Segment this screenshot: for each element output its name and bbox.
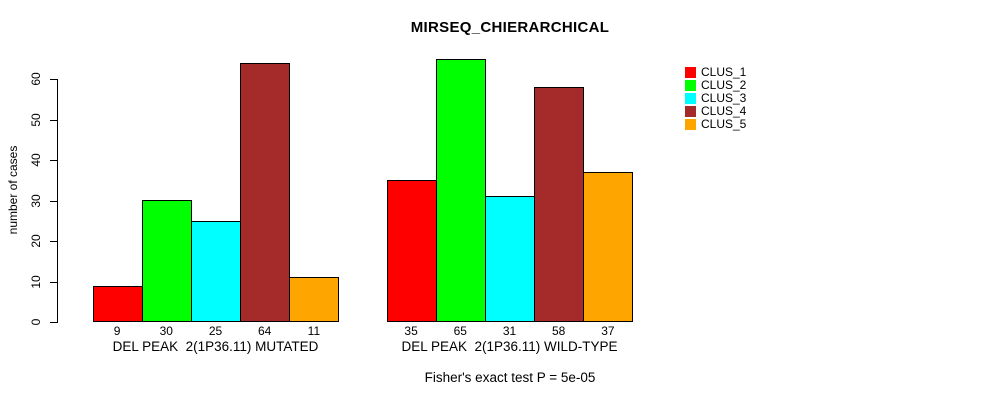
bar-value-label: 9 xyxy=(113,324,121,338)
legend-label: CLUS_5 xyxy=(701,117,747,131)
bar-clus_4-group2 xyxy=(534,87,585,322)
y-axis-label: number of cases xyxy=(6,145,20,235)
y-axis-tick xyxy=(50,79,57,80)
legend-label: CLUS_3 xyxy=(701,91,747,105)
y-axis-tick xyxy=(50,200,57,202)
bar-clus_5-group1 xyxy=(289,277,340,322)
y-axis-tick-label: 50 xyxy=(29,112,43,127)
y-axis-tick xyxy=(50,241,57,242)
y-axis-tick xyxy=(50,160,57,161)
bar-clus_3-group2 xyxy=(484,196,536,322)
bar-clus_5-group2 xyxy=(583,172,634,322)
bar-value-label: 30 xyxy=(159,324,173,338)
legend-item-clus_5: CLUS_5 xyxy=(685,118,746,131)
bar-value-label: 64 xyxy=(258,324,272,338)
bar-clus_1-group2 xyxy=(386,180,437,322)
legend-swatch-icon xyxy=(685,119,696,130)
y-axis-tick xyxy=(50,119,57,121)
bar-value-label: 35 xyxy=(404,324,418,338)
bar-clus_2-group1 xyxy=(141,200,192,322)
legend-item-clus_4: CLUS_4 xyxy=(685,105,746,118)
bar-value-label: 25 xyxy=(208,324,223,338)
y-axis-tick-label: 60 xyxy=(29,72,43,86)
chart-title: MIRSEQ_CHIERARCHICAL xyxy=(410,19,610,36)
bar-clus_2-group2 xyxy=(435,59,486,322)
y-axis-tick-label: 0 xyxy=(29,318,43,326)
legend-item-clus_3: CLUS_3 xyxy=(685,92,746,105)
bar-clus_4-group1 xyxy=(240,63,291,322)
y-axis-tick xyxy=(50,281,57,283)
legend-swatch-icon xyxy=(685,67,696,78)
legend: CLUS_1 CLUS_2 CLUS_3 CLUS_4 CLUS_5 xyxy=(685,66,746,131)
bar-value-label: 58 xyxy=(552,324,566,338)
footer-note: Fisher's exact test P = 5e-05 xyxy=(424,370,596,385)
legend-label: CLUS_4 xyxy=(701,104,747,118)
legend-swatch-icon xyxy=(685,80,696,91)
bar-value-label: 37 xyxy=(601,324,615,338)
y-axis-tick-label: 40 xyxy=(29,153,43,167)
group-label-2: DEL PEAK 2(1P36.11) WILD-TYPE xyxy=(401,339,618,354)
legend-label: CLUS_1 xyxy=(701,65,747,79)
bar-value-label: 31 xyxy=(502,324,517,338)
y-axis-tick xyxy=(50,322,57,323)
bar-clus_3-group1 xyxy=(190,221,242,322)
bar-value-label: 65 xyxy=(453,324,467,338)
legend-swatch-icon xyxy=(685,93,696,104)
y-axis-tick-label: 10 xyxy=(29,274,43,289)
legend-item-clus_2: CLUS_2 xyxy=(685,79,746,92)
y-axis-line xyxy=(57,79,58,323)
legend-swatch-icon xyxy=(685,106,696,117)
bar-value-label: 11 xyxy=(307,324,321,338)
group-label-1: DEL PEAK 2(1P36.11) MUTATED xyxy=(112,339,319,354)
legend-item-clus_1: CLUS_1 xyxy=(685,66,746,79)
y-axis-tick-label: 30 xyxy=(29,193,43,208)
legend-label: CLUS_2 xyxy=(701,78,747,92)
bar-clus_1-group1 xyxy=(92,286,143,322)
y-axis-tick-label: 20 xyxy=(29,234,43,248)
